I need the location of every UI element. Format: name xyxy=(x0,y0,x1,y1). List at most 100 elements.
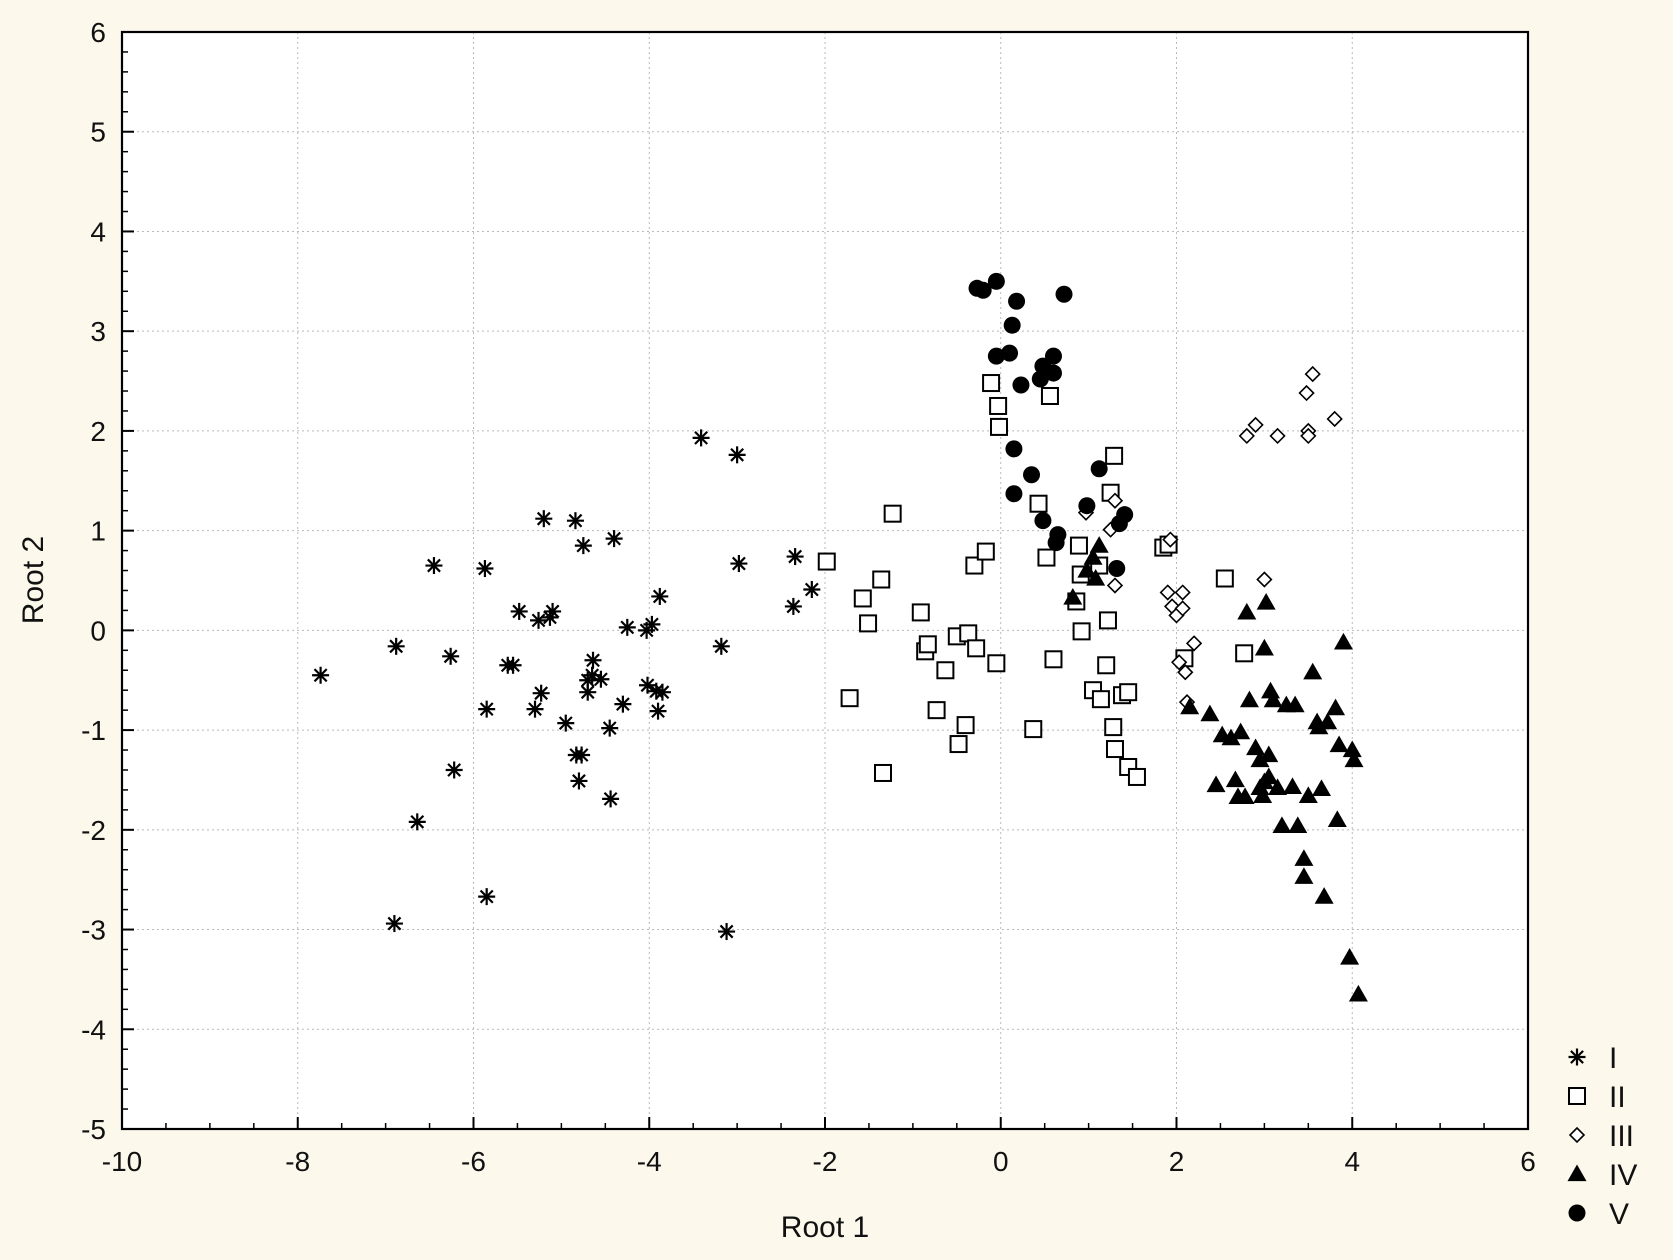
point-series-4 xyxy=(1225,770,1245,788)
point-series-1 xyxy=(570,772,588,790)
point-series-4 xyxy=(1089,536,1109,553)
point-series-5 xyxy=(1008,292,1026,310)
point-series-4 xyxy=(1340,947,1360,965)
point-series-3 xyxy=(1106,577,1124,594)
point-series-4 xyxy=(1231,722,1251,740)
y-tick-label: 6 xyxy=(90,17,106,48)
point-series-1 xyxy=(786,548,804,566)
point-series-4 xyxy=(1348,984,1368,1002)
point-series-3 xyxy=(1269,427,1286,445)
point-series-1 xyxy=(408,813,426,831)
point-series-4 xyxy=(1259,767,1279,785)
point-series-3 xyxy=(1185,635,1203,652)
point-series-4 xyxy=(1086,569,1106,586)
y-tick-label: 4 xyxy=(90,216,106,247)
point-series-4 xyxy=(1272,816,1292,833)
x-tick-labels: -10 -8 -6 -4 -2 0 2 4 6 xyxy=(102,1146,1536,1177)
point-series-4 xyxy=(1333,632,1353,650)
point-series-2 xyxy=(1024,720,1043,739)
point-series-4 xyxy=(1206,775,1226,793)
point-series-2 xyxy=(927,701,946,720)
point-series-4 xyxy=(1311,779,1331,797)
point-series-2 xyxy=(949,735,968,754)
point-series-1 xyxy=(385,915,403,933)
point-series-1 xyxy=(638,676,656,694)
point-series-2 xyxy=(853,589,872,608)
point-series-3 xyxy=(1159,584,1176,601)
point-series-2 xyxy=(936,661,955,680)
point-series-2 xyxy=(1105,740,1124,759)
point-series-4 xyxy=(1250,750,1270,768)
point-series-1 xyxy=(573,746,591,764)
x-tick-label: -2 xyxy=(813,1146,838,1177)
x-tick-label: -10 xyxy=(102,1146,142,1177)
point-series-4 xyxy=(1268,778,1288,796)
point-series-3 xyxy=(1238,427,1255,445)
point-series-3 xyxy=(1298,384,1315,402)
x-tick-label: 4 xyxy=(1344,1146,1360,1177)
point-series-5 xyxy=(1090,460,1108,478)
point-series-4 xyxy=(1282,777,1302,795)
point-series-3 xyxy=(1256,571,1273,588)
point-series-2 xyxy=(1037,548,1056,567)
point-series-2 xyxy=(989,396,1008,415)
point-series-1 xyxy=(653,683,671,701)
point-series-1 xyxy=(728,446,746,464)
point-series-1 xyxy=(579,683,597,701)
point-series-5 xyxy=(1044,364,1062,382)
point-series-4 xyxy=(1235,787,1255,805)
point-series-2 xyxy=(1072,622,1091,641)
point-series-4 xyxy=(1263,690,1283,708)
plot-frame xyxy=(120,30,1530,1131)
point-series-1 xyxy=(312,666,330,684)
point-series-5 xyxy=(1055,285,1073,303)
legend-label-1: I xyxy=(1609,1042,1617,1075)
point-series-2 xyxy=(859,614,878,633)
point-series-2 xyxy=(965,556,984,575)
y-tick-label: 5 xyxy=(90,117,106,148)
point-series-4 xyxy=(1298,786,1318,804)
point-series-2 xyxy=(918,635,937,654)
point-series-1 xyxy=(730,555,748,573)
point-series-4 xyxy=(1303,662,1323,680)
point-series-5 xyxy=(1078,497,1096,515)
point-series-5 xyxy=(1108,560,1126,578)
point-series-1 xyxy=(478,700,496,718)
point-series-1 xyxy=(535,510,553,528)
data-points xyxy=(312,272,1368,1002)
point-series-2 xyxy=(1105,446,1124,465)
point-series-1 xyxy=(584,651,602,669)
point-series-4 xyxy=(1180,697,1200,715)
point-series-4 xyxy=(1254,638,1274,656)
legend-label-3: III xyxy=(1609,1120,1634,1153)
point-series-4 xyxy=(1294,867,1314,884)
point-series-4 xyxy=(1221,728,1241,746)
point-series-1 xyxy=(425,557,443,575)
legend-label-2: II xyxy=(1609,1081,1626,1114)
y-tick-label: -3 xyxy=(81,915,106,946)
point-series-4 xyxy=(1259,745,1279,763)
point-series-4 xyxy=(1200,704,1220,722)
legend-marker-2 xyxy=(1568,1087,1586,1105)
y-tick-label: -5 xyxy=(81,1114,106,1145)
point-series-2 xyxy=(840,689,859,708)
point-series-4 xyxy=(1344,750,1364,768)
point-series-2 xyxy=(976,542,995,561)
point-series-5 xyxy=(1005,485,1023,503)
point-series-2 xyxy=(989,417,1008,436)
point-series-1 xyxy=(592,670,610,688)
point-series-4 xyxy=(1318,712,1338,730)
point-series-2 xyxy=(956,716,975,735)
point-series-4 xyxy=(1326,698,1346,716)
point-series-1 xyxy=(618,618,636,636)
point-series-1 xyxy=(530,611,548,629)
point-series-1 xyxy=(614,695,632,713)
y-tick-label: -4 xyxy=(81,1014,106,1045)
point-series-5 xyxy=(1001,344,1019,362)
y-axis-label: Root 2 xyxy=(17,536,50,624)
point-series-4 xyxy=(1342,740,1362,758)
point-series-4 xyxy=(1285,695,1305,713)
point-series-5 xyxy=(1044,347,1062,365)
point-series-1 xyxy=(504,656,522,674)
x-axis-label: Root 1 xyxy=(781,1211,869,1244)
